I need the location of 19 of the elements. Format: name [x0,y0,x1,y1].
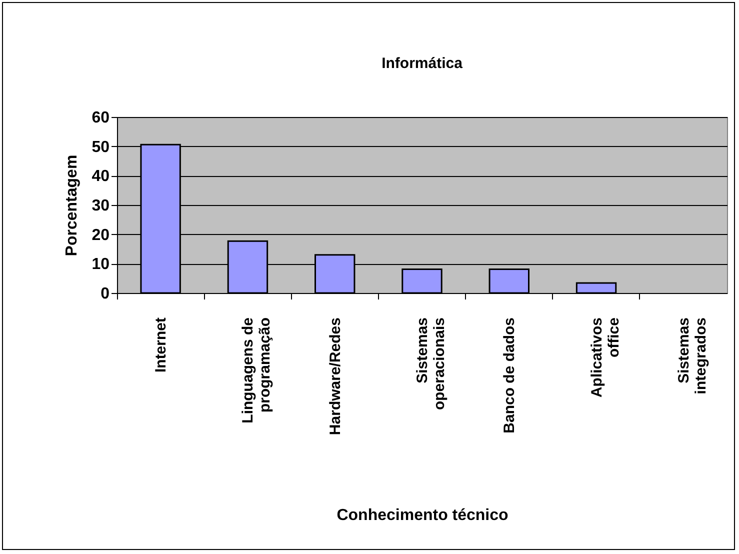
chart-title: Informática [382,55,464,72]
y-tick-label: 0 [100,286,110,302]
x-tick-label: Hardware/Redes [326,318,344,436]
y-tick-label: 30 [92,198,110,214]
x-axis-title: Conhecimento técnico [336,507,509,524]
bar [576,282,617,294]
x-tick-label: Linguagens de programação [240,318,274,424]
bar [488,268,530,294]
y-tick-label: 60 [92,110,110,126]
x-tick-label: Banco de dados [501,318,518,434]
x-tick-label: Aplicativos office [588,318,622,398]
y-tick-label: 20 [92,226,110,244]
x-tick-label: Internet [152,318,170,373]
bar [402,268,442,294]
y-tick-label: 50 [92,138,110,156]
x-tick-label: Sistemas operacionais [414,318,448,410]
y-tick-label: 40 [92,168,110,186]
y-axis-title: Porcentagem [64,154,81,256]
y-tick-label: 10 [92,256,110,274]
